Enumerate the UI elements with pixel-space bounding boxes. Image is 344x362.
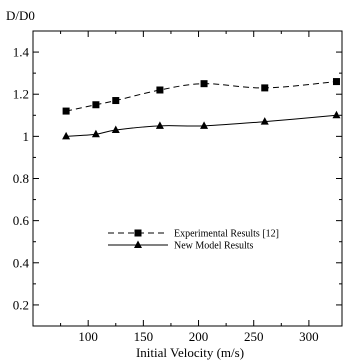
series-layer bbox=[62, 78, 341, 140]
x-tick-label: 200 bbox=[189, 329, 209, 344]
y-tick-label: 0.4 bbox=[13, 255, 30, 270]
data-point bbox=[62, 107, 70, 115]
y-tick-label: 0.2 bbox=[13, 297, 29, 312]
data-point bbox=[92, 101, 100, 109]
plot-frame bbox=[32, 30, 343, 327]
data-point bbox=[332, 78, 340, 86]
data-point bbox=[155, 121, 164, 129]
data-point bbox=[112, 97, 120, 105]
data-point bbox=[156, 86, 164, 94]
y-tick-label: 1 bbox=[23, 129, 30, 144]
data-point bbox=[260, 117, 269, 125]
data-point bbox=[200, 121, 209, 129]
data-point bbox=[62, 131, 71, 140]
legend-marker bbox=[134, 240, 142, 248]
series-1 bbox=[62, 78, 340, 115]
series-line bbox=[66, 114, 337, 137]
data-point bbox=[91, 129, 100, 138]
data-point bbox=[261, 84, 269, 92]
y-tick-label: 1.4 bbox=[13, 45, 30, 60]
legend-label: Experimental Results [12] bbox=[174, 229, 279, 240]
x-tick-label: 150 bbox=[134, 329, 154, 344]
x-tick-label: 300 bbox=[299, 329, 319, 344]
y-axis-title: D/D0 bbox=[6, 8, 35, 23]
plot-area-border bbox=[32, 30, 343, 327]
x-tick-label: 100 bbox=[78, 329, 98, 344]
x-axis-ticks: 100 150 200 250 300 bbox=[60, 31, 319, 344]
x-tick-label: 250 bbox=[244, 329, 264, 344]
x-axis-title: Initial Velocity (m/s) bbox=[136, 345, 244, 360]
legend-label: New Model Results bbox=[174, 241, 254, 252]
y-axis-ticks: 0.2 0.4 0.6 0.8 1 1.2 1.4 bbox=[13, 45, 342, 312]
data-point bbox=[111, 125, 120, 134]
data-point bbox=[200, 80, 208, 88]
legend: Experimental Results [12]New Model Resul… bbox=[108, 229, 279, 252]
y-tick-label: 0.8 bbox=[13, 171, 29, 186]
y-tick-label: 0.6 bbox=[13, 213, 30, 228]
legend-marker bbox=[134, 229, 142, 237]
y-tick-label: 1.2 bbox=[13, 87, 29, 102]
series-2 bbox=[62, 110, 341, 140]
data-point bbox=[332, 110, 341, 119]
